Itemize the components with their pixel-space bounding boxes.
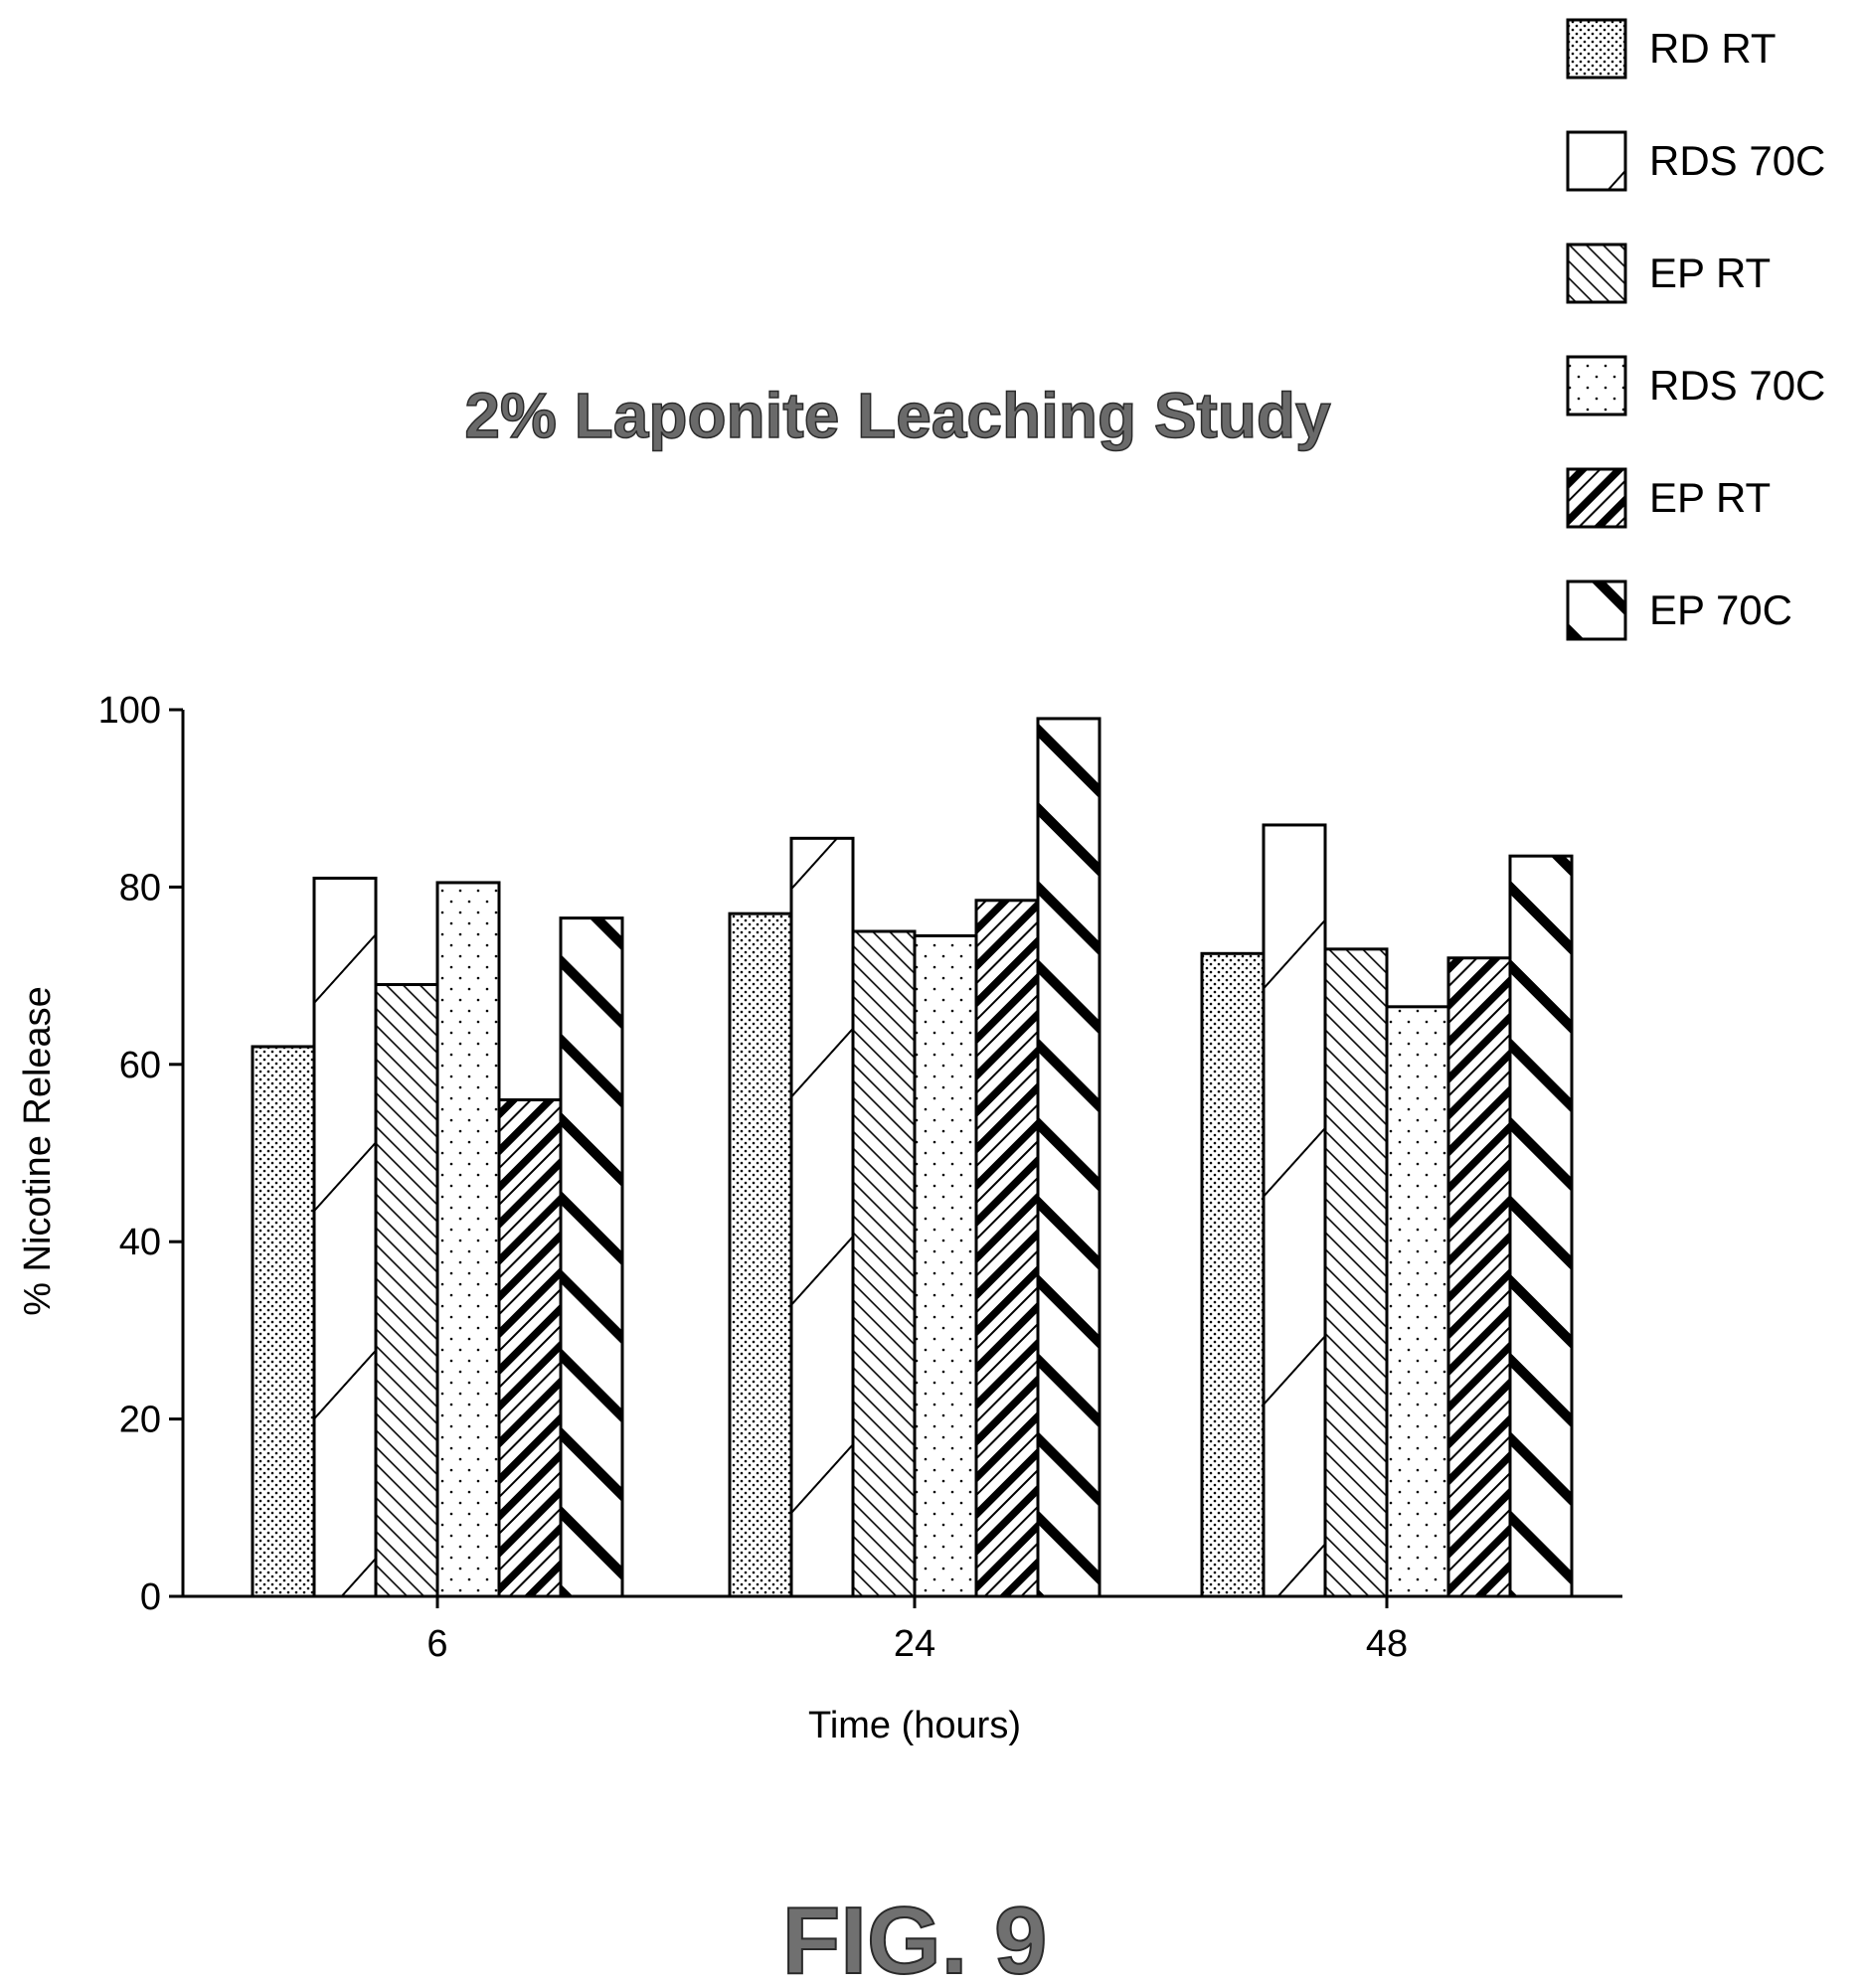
y-tick-label: 40 xyxy=(119,1222,161,1263)
bar-6h-series-3 xyxy=(374,983,439,1598)
legend-label: EP RT xyxy=(1649,474,1771,521)
y-tick-label: 60 xyxy=(119,1045,161,1086)
x-tick-label: 24 xyxy=(894,1623,935,1665)
legend-swatch xyxy=(1566,467,1627,529)
y-tick-label: 80 xyxy=(119,867,161,909)
legend-label: EP 70C xyxy=(1649,586,1792,633)
bar-6h-series-1 xyxy=(251,1045,316,1598)
bar-6h-series-4 xyxy=(435,881,501,1598)
bar-24h-series-5 xyxy=(974,899,1040,1598)
y-tick-label: 0 xyxy=(140,1576,161,1618)
legend-swatch xyxy=(1566,18,1627,80)
legend-swatch xyxy=(1566,355,1627,416)
plot-area: 0 20 40 60 80 100 6 24 48 xyxy=(98,690,1622,1665)
bar-6h-series-5 xyxy=(497,1097,563,1598)
legend-label: RDS 70C xyxy=(1649,362,1825,409)
x-tick-label: 48 xyxy=(1366,1623,1408,1665)
bar-48h-series-1 xyxy=(1200,951,1266,1598)
y-axis-label: % Nicotine Release xyxy=(17,986,59,1316)
bar-24h-series-4 xyxy=(913,933,978,1598)
y-tick-label: 20 xyxy=(119,1400,161,1441)
bar-6h-series-6 xyxy=(559,916,624,1598)
legend: RD RT RDS 70C EP RT RDS 70C EP RT EP 70C xyxy=(1566,18,1825,641)
bar-6h-series-2 xyxy=(312,876,378,1598)
y-tick-label: 100 xyxy=(98,690,161,732)
bar-48h-series-4 xyxy=(1385,1005,1450,1598)
bar-24h-series-6 xyxy=(1036,717,1101,1598)
bar-24h-series-2 xyxy=(789,836,855,1598)
figure-label: FIG. 9 xyxy=(782,1888,1048,1988)
bar-48h-series-5 xyxy=(1446,956,1512,1598)
x-tick-label: 6 xyxy=(426,1623,447,1665)
legend-swatch xyxy=(1566,130,1627,192)
bar-24h-series-1 xyxy=(728,911,793,1598)
bar-48h-series-2 xyxy=(1262,823,1327,1598)
chart-title: 2% Laponite Leaching Study xyxy=(464,380,1331,451)
legend-swatch xyxy=(1566,580,1627,641)
legend-label: EP RT xyxy=(1649,249,1771,296)
legend-label: RD RT xyxy=(1649,25,1777,72)
bar-24h-series-3 xyxy=(851,929,917,1598)
legend-label: RDS 70C xyxy=(1649,137,1825,184)
legend-swatch xyxy=(1566,243,1627,304)
x-axis-label: Time (hours) xyxy=(808,1705,1021,1746)
bar-48h-series-6 xyxy=(1508,854,1574,1598)
bar-48h-series-3 xyxy=(1323,947,1389,1598)
